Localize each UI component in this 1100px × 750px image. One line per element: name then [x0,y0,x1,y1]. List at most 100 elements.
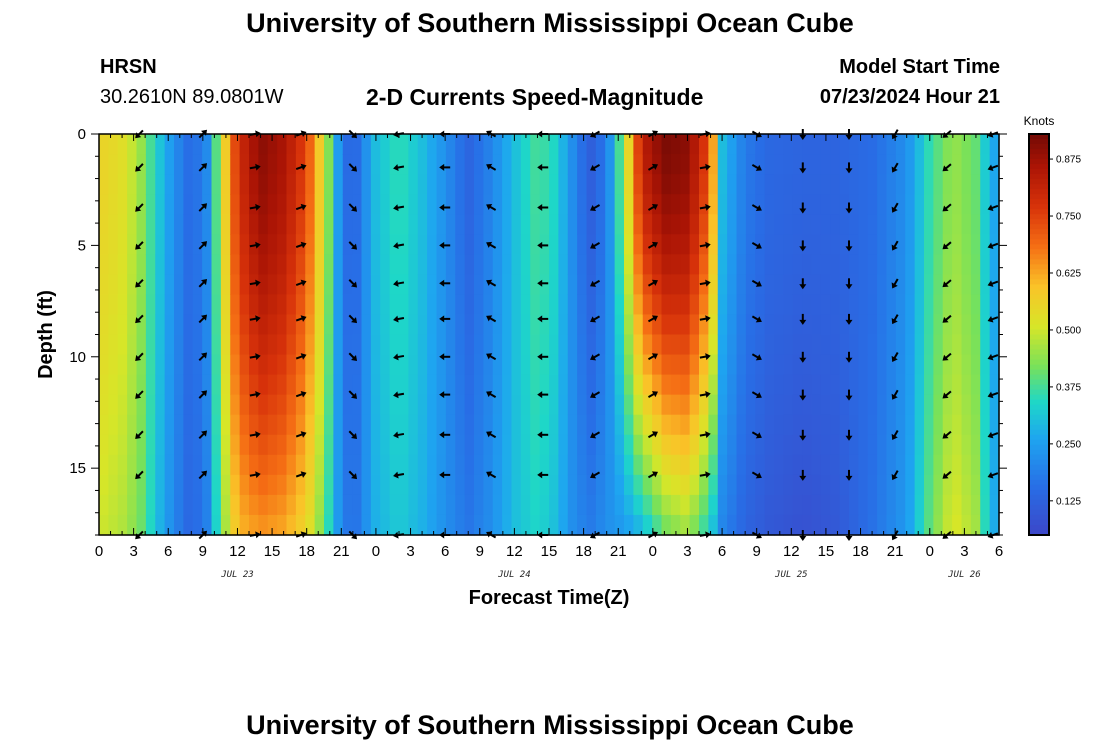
current-arrow [439,204,451,211]
heatmap-cell [558,394,569,416]
heatmap-cell [530,234,541,255]
heatmap-cell [905,414,916,436]
heatmap-cell [324,314,334,336]
heatmap-cell [942,214,953,235]
heatmap-cell [830,454,841,476]
heatmap-cell [633,334,644,356]
heatmap-cell [642,154,653,175]
colorbar-segment [1029,434,1049,441]
heatmap-cell [305,134,316,155]
heatmap-cell [558,474,569,496]
heatmap-cell [174,374,184,396]
colorbar-segment [1029,284,1049,290]
heatmap-cell [314,294,325,316]
heatmap-cell [717,514,728,536]
heatmap-cell [520,254,531,275]
heatmap-cell [530,474,541,496]
heatmap-cell [314,374,325,396]
heatmap-cell [445,494,456,516]
heatmap-cell [427,294,438,316]
heatmap-cell [174,314,184,336]
heatmap-cell [755,394,766,416]
heatmap-cell [520,274,531,295]
heatmap-cell [670,474,681,496]
heatmap-cell [914,434,925,456]
heatmap-cell [595,294,606,316]
heatmap-cell [520,134,531,155]
heatmap-cell [764,394,775,416]
heatmap-cell [970,214,981,235]
x-axis-title: Forecast Time(Z) [469,587,630,609]
heatmap-cell [202,494,213,516]
heatmap-cell [605,294,616,316]
heatmap-cell [567,134,578,155]
heatmap-cell [858,354,869,376]
current-arrow [942,470,952,479]
heatmap-cell [324,134,334,155]
heatmap-cell [633,374,644,396]
heatmap-cell [783,394,794,416]
heatmap-cell [577,234,588,255]
heatmap-cell [905,374,916,396]
heatmap-cell [417,394,428,416]
heatmap-cell [811,434,822,456]
heatmap-cell [792,374,803,396]
heatmap-cell [155,334,166,356]
heatmap-cell [886,134,897,155]
heatmap-cell [624,374,634,396]
heatmap-cell [717,314,728,336]
heatmap-cell [549,414,559,436]
heatmap-cell [933,414,944,436]
heatmap-cell [839,394,850,416]
heatmap-cell [708,374,719,396]
heatmap-cell [230,294,241,316]
heatmap-cell [277,134,288,155]
heatmap-cell [792,514,803,536]
heatmap-cell [464,394,475,416]
heatmap-cell [849,414,859,436]
heatmap-cell [642,434,653,456]
heatmap-cell [117,354,128,376]
heatmap-cell [605,454,616,476]
heatmap-cell [483,354,494,376]
heatmap-cell [820,434,831,456]
heatmap-cell [314,194,325,215]
heatmap-cell [745,334,756,356]
heatmap-cell [736,474,747,496]
heatmap-cell [164,314,175,336]
heatmap-cell [961,134,972,155]
heatmap-cell [314,394,325,416]
heatmap-cell [220,314,231,336]
heatmap-cell [511,374,522,396]
heatmap-cell [352,314,363,336]
heatmap-cell [277,334,288,356]
colorbar-segment [1029,249,1049,255]
heatmap-cell [511,414,522,436]
heatmap-cell [408,154,419,175]
heatmap-cell [680,334,691,356]
heatmap-cell [249,134,259,155]
heatmap-cell [933,274,944,295]
heatmap-cell [586,394,597,416]
heatmap-cell [267,394,278,416]
heatmap-cell [680,274,691,295]
current-arrow [198,390,208,399]
heatmap-cell [286,394,297,416]
heatmap-cell [295,474,306,496]
heatmap-cell [455,434,466,456]
heatmap-cell [239,314,250,336]
heatmap-cell [727,194,738,215]
heatmap-cell [267,194,278,215]
current-arrow [537,353,549,361]
heatmap-cell [802,214,813,235]
heatmap-cell [989,274,1000,295]
heatmap-cell [745,254,756,275]
heatmap-cell [183,254,194,275]
heatmap-cell [474,434,484,456]
heatmap-cell [933,194,944,215]
current-arrow [348,279,358,288]
heatmap-cell [155,494,166,516]
heatmap-cell [820,374,831,396]
heatmap-cell [192,294,203,316]
heatmap-cell [895,174,906,195]
